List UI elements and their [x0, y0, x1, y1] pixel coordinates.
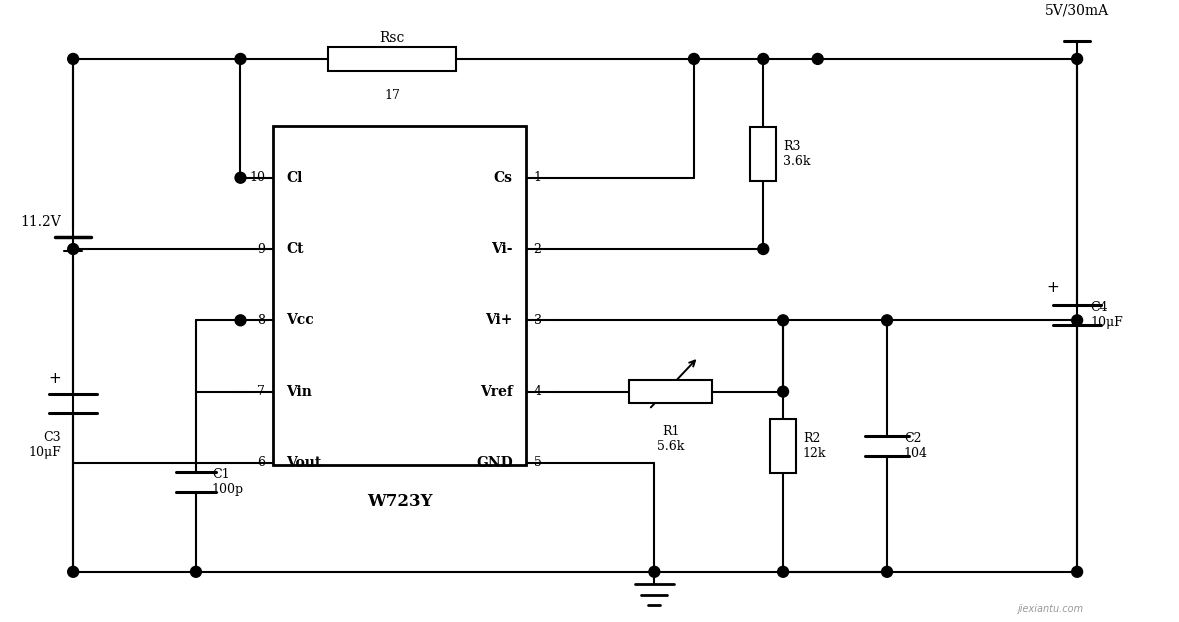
Text: Vcc: Vcc — [286, 313, 314, 327]
Circle shape — [1072, 315, 1082, 326]
Text: 6: 6 — [257, 457, 265, 470]
Circle shape — [882, 567, 893, 577]
Circle shape — [1072, 53, 1082, 64]
Text: 17: 17 — [384, 88, 400, 101]
Circle shape — [812, 53, 823, 64]
Text: R3
3.6k: R3 3.6k — [783, 140, 811, 168]
Text: Ct: Ct — [286, 242, 303, 256]
Bar — [630, 379, 712, 404]
Text: R1
5.6k: R1 5.6k — [657, 425, 684, 453]
Circle shape — [191, 567, 202, 577]
Circle shape — [235, 315, 246, 326]
Circle shape — [758, 53, 769, 64]
Circle shape — [235, 172, 246, 183]
Text: 10: 10 — [249, 171, 265, 184]
Text: Vin: Vin — [286, 384, 312, 399]
Bar — [750, 128, 776, 181]
Circle shape — [67, 244, 79, 254]
Text: 1: 1 — [534, 171, 541, 184]
Text: 5V/30mA: 5V/30mA — [1045, 3, 1109, 17]
Text: C2
104: C2 104 — [904, 432, 928, 460]
Text: 5: 5 — [534, 457, 541, 470]
Text: Vout: Vout — [286, 456, 322, 470]
Circle shape — [758, 244, 769, 254]
Text: C4
10μF: C4 10μF — [1091, 302, 1122, 330]
Circle shape — [67, 53, 79, 64]
Text: Vi-: Vi- — [492, 242, 513, 256]
Text: Cs: Cs — [494, 170, 513, 185]
Circle shape — [689, 53, 699, 64]
Text: Cl: Cl — [286, 170, 302, 185]
Text: +: + — [1047, 280, 1059, 295]
Circle shape — [235, 53, 246, 64]
Text: jiexiantu.com: jiexiantu.com — [1017, 605, 1084, 615]
Text: 4: 4 — [534, 385, 541, 398]
Text: 8: 8 — [257, 314, 265, 327]
Text: 7: 7 — [257, 385, 265, 398]
Text: 3: 3 — [534, 314, 541, 327]
Text: Rsc: Rsc — [380, 31, 404, 45]
Circle shape — [1072, 567, 1082, 577]
Circle shape — [778, 386, 789, 397]
Bar — [328, 47, 456, 71]
Bar — [274, 126, 526, 465]
Text: GND: GND — [476, 456, 513, 470]
Text: Vref: Vref — [480, 384, 513, 399]
Circle shape — [648, 567, 660, 577]
Bar — [770, 419, 796, 473]
Circle shape — [882, 315, 893, 326]
Text: C1
100p: C1 100p — [212, 468, 244, 496]
Text: W723Y: W723Y — [367, 493, 433, 509]
Circle shape — [67, 567, 79, 577]
Text: R2
12k: R2 12k — [803, 432, 826, 460]
Circle shape — [778, 315, 789, 326]
Circle shape — [778, 567, 789, 577]
Text: Vi+: Vi+ — [486, 313, 513, 327]
Text: 2: 2 — [534, 243, 541, 256]
Text: C3
10μF: C3 10μF — [28, 431, 61, 459]
Text: 9: 9 — [257, 243, 265, 256]
Text: 11.2V: 11.2V — [20, 215, 61, 229]
Text: +: + — [48, 371, 61, 386]
